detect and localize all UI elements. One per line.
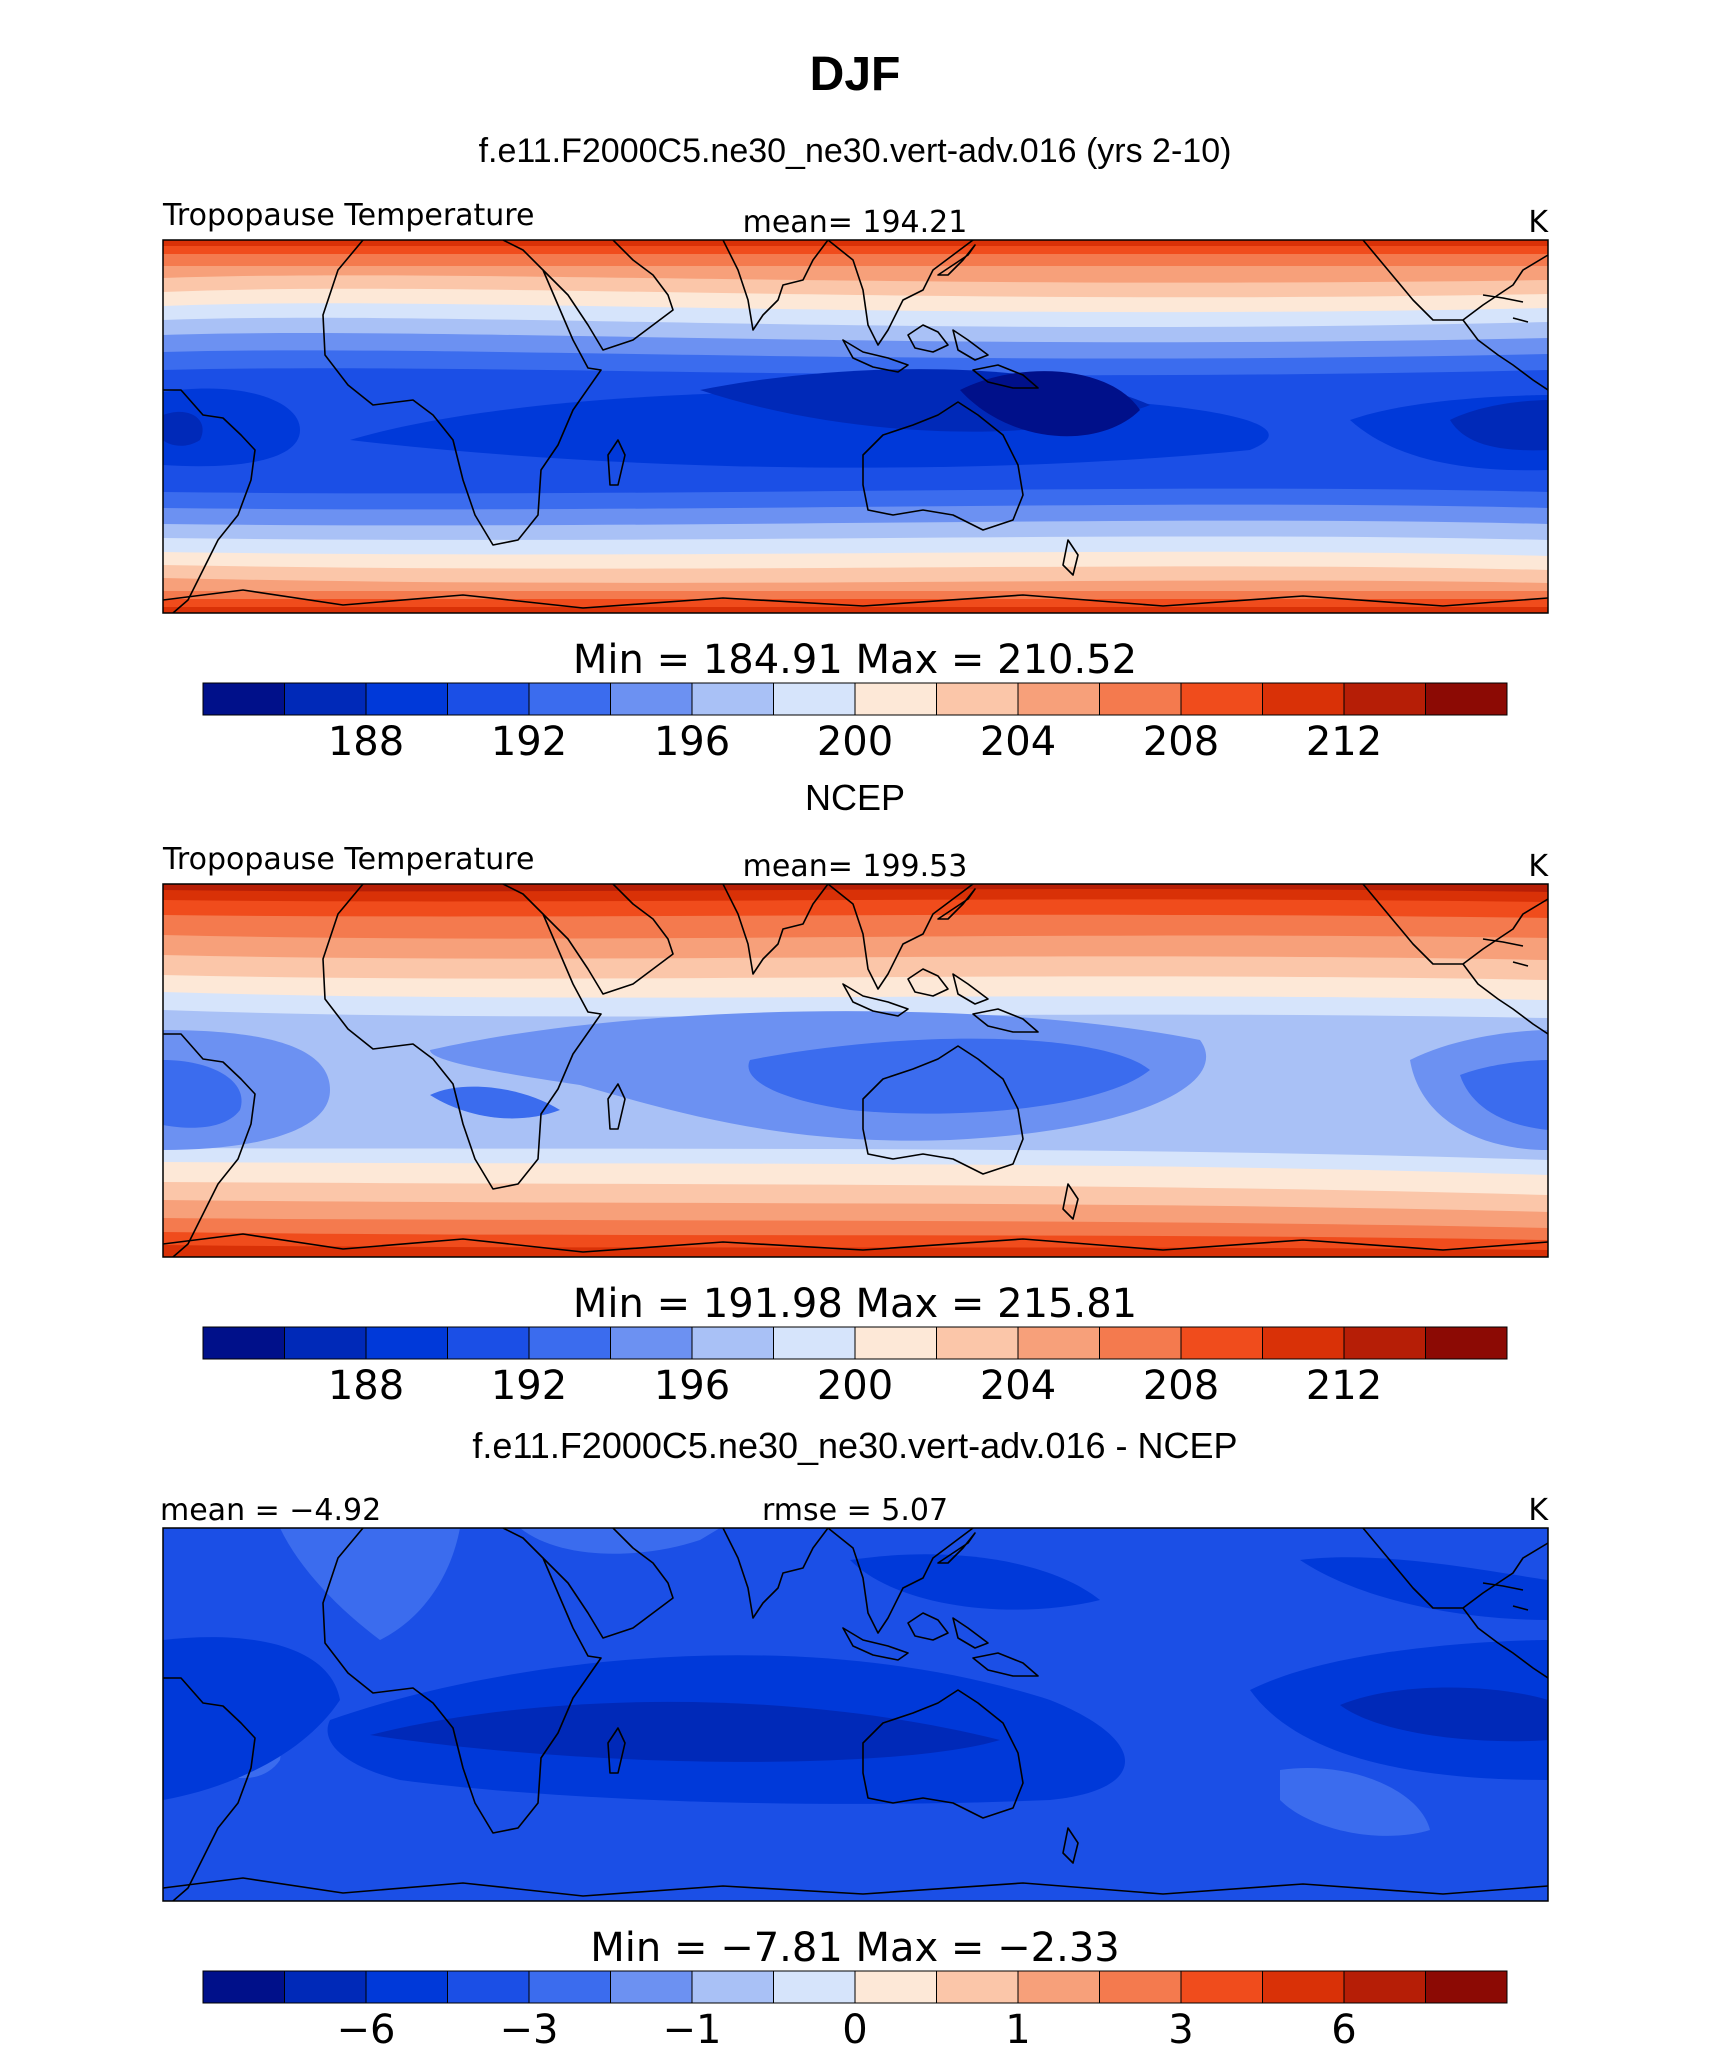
colorbar-segment bbox=[528, 682, 611, 716]
colorbar-segment bbox=[1180, 1326, 1263, 1360]
colorbar-tick-label: 188 bbox=[328, 1363, 404, 1409]
colorbar-segment bbox=[854, 1970, 937, 2004]
colorbar-segment bbox=[528, 1326, 611, 1360]
figure-title: DJF bbox=[810, 48, 901, 101]
figure-subtitle: f.e11.F2000C5.ne30_ne30.vert-adv.016 (yr… bbox=[479, 132, 1232, 170]
colorbar-tick-label: 204 bbox=[980, 1363, 1056, 1409]
colorbar-ticks: 188 192 196 200 204 208 212 bbox=[328, 719, 1382, 765]
colorbar-segment bbox=[447, 1326, 530, 1360]
colorbar-segment bbox=[1343, 1326, 1426, 1360]
colorbar-segment bbox=[1425, 682, 1508, 716]
colorbar-segment bbox=[1425, 1970, 1508, 2004]
colorbar-segment bbox=[202, 1326, 285, 1360]
colorbar-tick-label: 212 bbox=[1306, 1363, 1382, 1409]
colorbar-tick-label: 192 bbox=[491, 1363, 567, 1409]
colorbar-segment bbox=[284, 1326, 367, 1360]
colorbar-tick-label: 200 bbox=[817, 719, 893, 765]
colorbar-ticks: 188 192 196 200 204 208 212 bbox=[328, 1363, 1382, 1409]
colorbar-segment bbox=[610, 1970, 693, 2004]
colorbar-segment bbox=[1180, 1970, 1263, 2004]
colorbar-tick-label: −3 bbox=[500, 2007, 559, 2053]
panel-units-label: K bbox=[1528, 1493, 1549, 1528]
panel-model: Tropopause Temperature mean= 194.21 K bbox=[162, 198, 1549, 765]
colorbar-tick-label: 6 bbox=[1331, 2007, 1356, 2053]
colorbar-tick-label: 208 bbox=[1143, 1363, 1219, 1409]
colorbar-segment bbox=[202, 682, 285, 716]
colorbar-segment bbox=[284, 682, 367, 716]
colorbar-tick-label: 212 bbox=[1306, 719, 1382, 765]
colorbar-segment bbox=[773, 1326, 856, 1360]
colorbar-segment bbox=[447, 682, 530, 716]
colorbar-segment bbox=[202, 1970, 285, 2004]
colorbar-tick-label: 196 bbox=[654, 719, 730, 765]
colorbar-tick-label: 204 bbox=[980, 719, 1056, 765]
colorbar bbox=[202, 1326, 1508, 1360]
colorbar-segment bbox=[1017, 682, 1100, 716]
colorbar-segment bbox=[528, 1970, 611, 2004]
colorbar-tick-label: −1 bbox=[663, 2007, 722, 2053]
colorbar-segment bbox=[936, 1326, 1019, 1360]
colorbar-tick-label: 0 bbox=[842, 2007, 867, 2053]
colorbar-segment bbox=[1099, 1326, 1182, 1360]
colorbar-segment bbox=[365, 1326, 448, 1360]
panel-mean-label: mean = −4.92 bbox=[160, 1493, 381, 1528]
panel-difference: f.e11.F2000C5.ne30_ne30.vert-adv.016 - N… bbox=[160, 1425, 1549, 2053]
panel-mean-label: mean= 199.53 bbox=[743, 849, 968, 884]
colorbar-tick-label: −6 bbox=[337, 2007, 396, 2053]
panel-heading: NCEP bbox=[805, 777, 905, 818]
panel-rmse-label: rmse = 5.07 bbox=[762, 1493, 948, 1528]
colorbar-segment bbox=[854, 1326, 937, 1360]
panel-units-label: K bbox=[1528, 849, 1549, 884]
heatmap-field bbox=[163, 884, 1548, 1257]
colorbar-segment bbox=[1017, 1970, 1100, 2004]
colorbar-segment bbox=[1262, 682, 1345, 716]
panel-heading: f.e11.F2000C5.ne30_ne30.vert-adv.016 - N… bbox=[472, 1425, 1237, 1466]
colorbar bbox=[202, 682, 1508, 716]
colorbar-segment bbox=[1180, 682, 1263, 716]
panel-minmax-label: Min = 191.98 Max = 215.81 bbox=[573, 1281, 1137, 1327]
colorbar-segment bbox=[1262, 1970, 1345, 2004]
colorbar-tick-label: 188 bbox=[328, 719, 404, 765]
panel-variable-label: Tropopause Temperature bbox=[162, 198, 534, 233]
colorbar-tick-label: 208 bbox=[1143, 719, 1219, 765]
colorbar-segment bbox=[447, 1970, 530, 2004]
colorbar-segment bbox=[936, 1970, 1019, 2004]
colorbar-tick-label: 192 bbox=[491, 719, 567, 765]
colorbar-segment bbox=[1262, 1326, 1345, 1360]
colorbar-segment bbox=[365, 682, 448, 716]
panel-units-label: K bbox=[1528, 205, 1549, 240]
colorbar-segment bbox=[1099, 682, 1182, 716]
colorbar-tick-label: 3 bbox=[1168, 2007, 1193, 2053]
colorbar-ticks: −6 −3 −1 0 1 3 6 bbox=[337, 2007, 1357, 2053]
colorbar-segment bbox=[1099, 1970, 1182, 2004]
heatmap-field bbox=[163, 240, 1548, 613]
panel-minmax-label: Min = 184.91 Max = 210.52 bbox=[573, 637, 1137, 683]
colorbar-tick-label: 200 bbox=[817, 1363, 893, 1409]
heatmap-field bbox=[163, 1528, 1548, 1901]
colorbar-tick-label: 196 bbox=[654, 1363, 730, 1409]
panel-variable-label: Tropopause Temperature bbox=[162, 842, 534, 877]
panel-ncep: NCEP Tropopause Temperature mean= 199.53… bbox=[162, 777, 1549, 1409]
colorbar-segment bbox=[610, 682, 693, 716]
colorbar bbox=[202, 1970, 1508, 2004]
colorbar-segment bbox=[936, 682, 1019, 716]
colorbar-segment bbox=[854, 682, 937, 716]
colorbar-segment bbox=[1343, 1970, 1426, 2004]
colorbar-segment bbox=[691, 682, 774, 716]
colorbar-segment bbox=[1017, 1326, 1100, 1360]
colorbar-segment bbox=[284, 1970, 367, 2004]
panel-mean-label: mean= 194.21 bbox=[743, 205, 968, 240]
colorbar-segment bbox=[365, 1970, 448, 2004]
colorbar-tick-label: 1 bbox=[1005, 2007, 1030, 2053]
panel-minmax-label: Min = −7.81 Max = −2.33 bbox=[590, 1925, 1119, 1971]
colorbar-segment bbox=[1343, 682, 1426, 716]
colorbar-segment bbox=[610, 1326, 693, 1360]
colorbar-segment bbox=[691, 1970, 774, 2004]
colorbar-segment bbox=[1425, 1326, 1508, 1360]
colorbar-segment bbox=[691, 1326, 774, 1360]
colorbar-segment bbox=[773, 1970, 856, 2004]
colorbar-segment bbox=[773, 682, 856, 716]
